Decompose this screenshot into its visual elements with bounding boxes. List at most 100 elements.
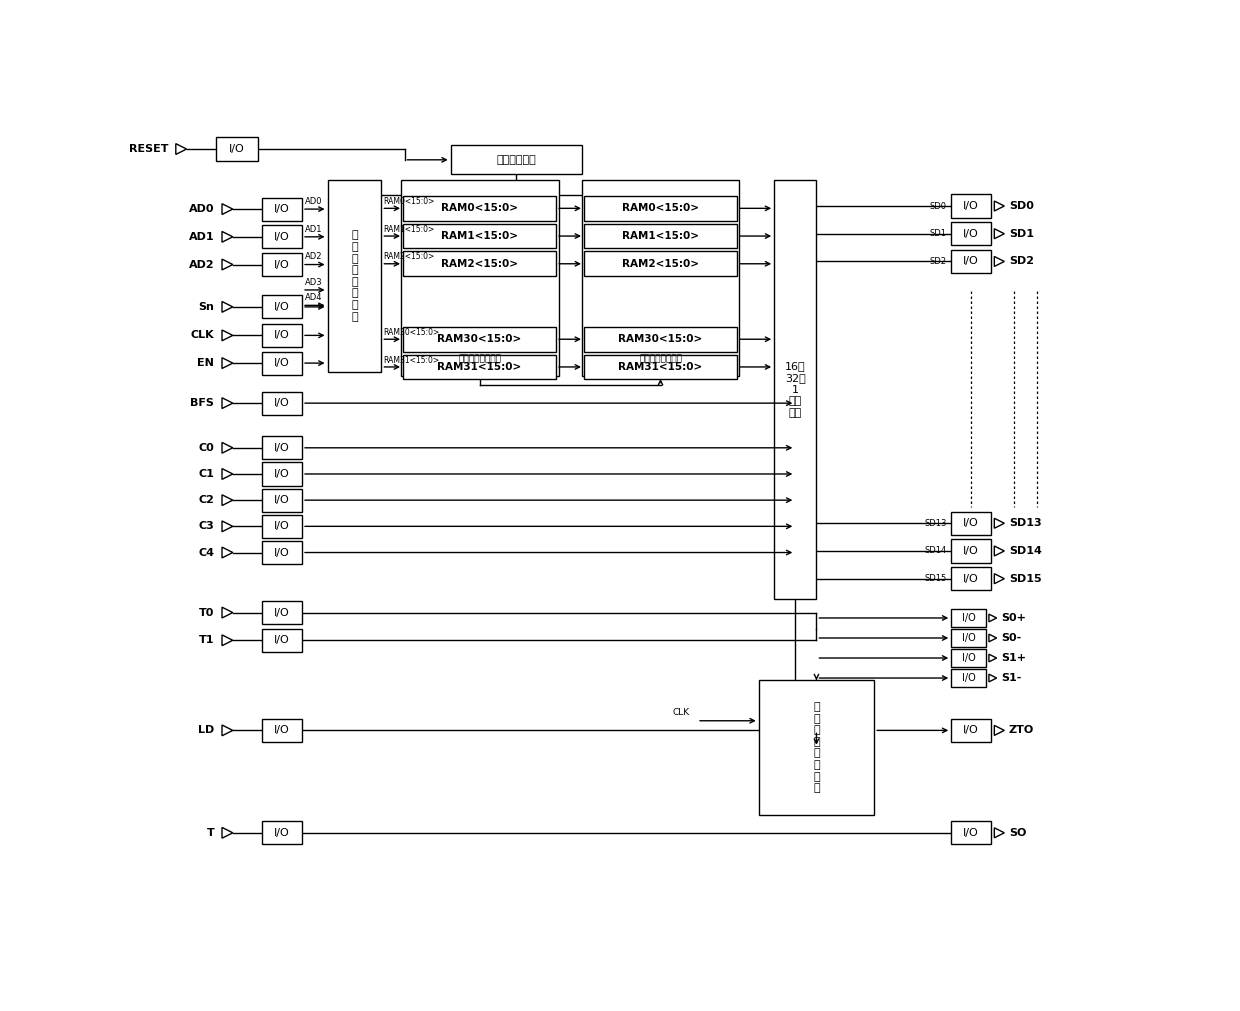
Text: I/O: I/O — [274, 548, 290, 557]
Bar — [403, 223, 557, 249]
Text: C4: C4 — [198, 548, 215, 557]
Bar — [951, 629, 986, 647]
Text: SD14: SD14 — [924, 547, 946, 555]
Bar — [759, 680, 874, 815]
Bar — [584, 327, 737, 352]
Bar — [262, 488, 303, 512]
Text: S1-: S1- — [1001, 673, 1022, 683]
Bar — [262, 352, 303, 375]
Bar — [262, 541, 303, 564]
Text: SD13: SD13 — [924, 519, 946, 528]
Text: LD: LD — [198, 725, 215, 735]
Text: I/O: I/O — [229, 144, 244, 154]
Text: I/O: I/O — [274, 358, 290, 368]
Text: AD2: AD2 — [188, 260, 215, 270]
Text: Sn: Sn — [198, 302, 215, 311]
Text: RAM1<15:0>: RAM1<15:0> — [383, 224, 435, 234]
Text: 串
行
自
检
输
出
模
块: 串 行 自 检 输 出 模 块 — [813, 702, 820, 794]
Text: I/O: I/O — [274, 635, 290, 645]
Text: SD1: SD1 — [1009, 228, 1034, 239]
Bar — [216, 137, 258, 161]
Text: I/O: I/O — [274, 443, 290, 453]
Text: RAM2<15:0>: RAM2<15:0> — [383, 253, 435, 262]
Text: AD2: AD2 — [305, 253, 322, 262]
Text: I/O: I/O — [963, 201, 980, 211]
Text: RAM30<15:0>: RAM30<15:0> — [438, 335, 522, 344]
Bar — [262, 462, 303, 485]
Bar — [951, 649, 986, 667]
Bar — [262, 391, 303, 415]
Text: AD0: AD0 — [188, 204, 215, 214]
Bar — [403, 355, 557, 379]
Text: RAM0<15:0>: RAM0<15:0> — [622, 203, 699, 213]
Bar — [262, 253, 303, 276]
Text: 写入缓存阵列模块: 写入缓存阵列模块 — [458, 355, 501, 364]
Text: I/O: I/O — [274, 260, 290, 270]
Text: RAM31<15:0>: RAM31<15:0> — [619, 362, 703, 372]
Text: RAM31<15:0>: RAM31<15:0> — [383, 356, 440, 365]
Text: ZTO: ZTO — [1009, 725, 1034, 735]
Text: SO: SO — [1009, 828, 1027, 838]
Text: I/O: I/O — [274, 725, 290, 735]
Bar — [582, 180, 739, 376]
Text: SD1: SD1 — [930, 229, 946, 239]
Bar — [951, 669, 986, 687]
Text: C1: C1 — [198, 469, 215, 479]
Text: AD1: AD1 — [188, 232, 215, 242]
Text: SD2: SD2 — [930, 257, 946, 266]
Text: I/O: I/O — [963, 546, 980, 556]
Text: RAM2<15:0>: RAM2<15:0> — [441, 259, 518, 269]
Bar — [262, 295, 303, 318]
Bar — [262, 324, 303, 347]
Bar — [951, 222, 991, 246]
Text: S1+: S1+ — [1001, 653, 1027, 663]
Text: T: T — [207, 828, 215, 838]
Text: RESET: RESET — [129, 144, 169, 154]
Text: SD0: SD0 — [930, 201, 946, 210]
Bar — [450, 146, 582, 175]
Bar — [584, 355, 737, 379]
Text: SD15: SD15 — [1009, 573, 1042, 583]
Text: I/O: I/O — [963, 228, 980, 239]
Bar — [951, 194, 991, 217]
Bar — [262, 821, 303, 844]
Text: RAM30<15:0>: RAM30<15:0> — [619, 335, 703, 344]
Text: I/O: I/O — [274, 398, 290, 408]
Bar — [951, 821, 991, 844]
Text: T0: T0 — [198, 608, 215, 618]
Bar — [951, 609, 986, 627]
Text: AD3: AD3 — [305, 278, 322, 287]
Bar — [262, 515, 303, 538]
Text: 16路
32选
1
开关
模块: 16路 32选 1 开关 模块 — [785, 362, 806, 418]
Text: S0+: S0+ — [1001, 613, 1027, 623]
Text: I/O: I/O — [274, 522, 290, 532]
Text: AD4: AD4 — [305, 293, 322, 302]
Bar — [262, 601, 303, 624]
Text: C0: C0 — [198, 443, 215, 453]
Text: I/O: I/O — [274, 828, 290, 838]
Text: EN: EN — [197, 358, 215, 368]
Text: CLK: CLK — [191, 331, 215, 341]
Text: RAM2<15:0>: RAM2<15:0> — [622, 259, 699, 269]
Bar — [262, 719, 303, 742]
Text: 上电复位模块: 上电复位模块 — [496, 155, 536, 165]
Bar — [951, 540, 991, 562]
Text: AD1: AD1 — [305, 224, 322, 234]
Text: SD0: SD0 — [1009, 201, 1034, 211]
Text: RAM0<15:0>: RAM0<15:0> — [383, 197, 435, 206]
Text: I/O: I/O — [274, 469, 290, 479]
Bar — [403, 252, 557, 276]
Text: CLK: CLK — [672, 708, 689, 717]
Bar — [584, 196, 737, 220]
Bar — [262, 225, 303, 249]
Text: C2: C2 — [198, 495, 215, 506]
Text: 读出缓存阵列模块: 读出缓存阵列模块 — [639, 355, 682, 364]
Text: RAM0<15:0>: RAM0<15:0> — [441, 203, 518, 213]
Bar — [401, 180, 558, 376]
Text: BFS: BFS — [191, 398, 215, 408]
Text: I/O: I/O — [274, 331, 290, 341]
Bar — [951, 567, 991, 590]
Bar — [403, 327, 557, 352]
Text: RAM1<15:0>: RAM1<15:0> — [622, 232, 699, 241]
Bar — [262, 629, 303, 652]
